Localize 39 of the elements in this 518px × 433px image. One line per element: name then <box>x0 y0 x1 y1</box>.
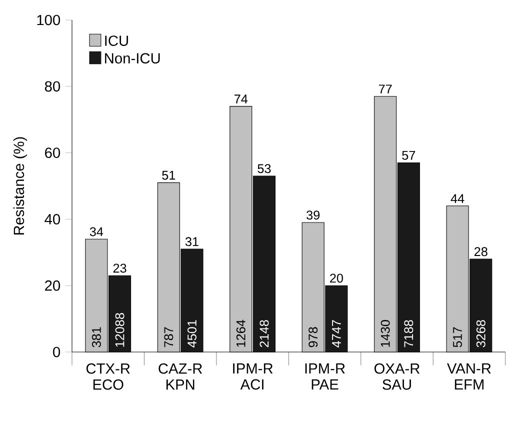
annotation: 978 <box>308 327 318 348</box>
y-tick-label: 20 <box>45 280 60 291</box>
y-axis-title: Resistance (%) <box>13 137 27 235</box>
data-label: 44 <box>450 194 464 203</box>
annotation: 7188 <box>404 320 414 348</box>
annotation: 4747 <box>332 320 341 348</box>
x-tick-label: IPM-R ACI <box>233 363 273 390</box>
data-label: 53 <box>258 164 271 174</box>
x-tick-label: VAN-R EFM <box>447 363 491 390</box>
y-tick-label: 100 <box>37 14 60 26</box>
annotation: 4501 <box>188 320 196 348</box>
x-tick-label: CTX-R ECO <box>86 363 130 390</box>
data-label: 74 <box>234 94 248 104</box>
annotation: 1430 <box>380 320 390 347</box>
annotation: 3268 <box>476 320 486 348</box>
x-tick-label: IPM-R PAE <box>305 363 345 390</box>
data-label: 39 <box>306 210 320 220</box>
y-tick-label: 40 <box>44 214 60 224</box>
data-label: 20 <box>330 274 343 283</box>
data-label: 57 <box>402 150 416 160</box>
data-label: 23 <box>113 264 126 273</box>
x-tick-label: CAZ-R KPN <box>158 363 202 390</box>
y-tick-label: 60 <box>45 148 60 158</box>
y-tick-label: 0 <box>53 346 60 358</box>
annotation: 12088 <box>115 313 124 347</box>
data-label: 34 <box>90 227 104 236</box>
annotation: 381 <box>92 327 101 348</box>
annotation: 1264 <box>236 320 246 347</box>
annotation: 787 <box>164 327 174 348</box>
data-label: 31 <box>185 237 198 246</box>
y-tick-label: 80 <box>44 81 60 92</box>
annotation: 2148 <box>260 320 269 348</box>
data-label: 28 <box>474 247 488 256</box>
legend-label: Non-ICU <box>105 53 160 64</box>
x-tick-label: OXA-R SAU <box>374 363 420 390</box>
annotation: 517 <box>453 327 462 348</box>
data-label: 51 <box>162 170 176 180</box>
legend-label: ICU <box>105 36 128 46</box>
data-label: 77 <box>378 84 392 94</box>
